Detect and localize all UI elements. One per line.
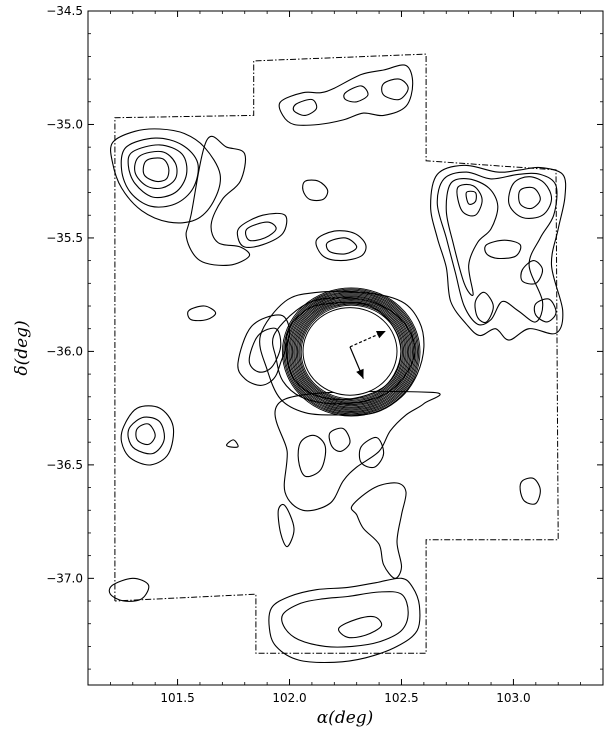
contour-ne-mid-2	[520, 260, 544, 285]
contour-mid-w-1	[236, 212, 288, 248]
contour-ne-2	[436, 171, 558, 326]
contour-nw-4	[134, 150, 178, 190]
x-tick-label: 102.5	[384, 691, 418, 705]
contour-ne-5	[465, 190, 477, 205]
contours-group	[108, 64, 567, 664]
contour-south-link	[277, 503, 295, 548]
contour-ne-4	[456, 183, 483, 217]
y-tick-label: −37.0	[46, 571, 83, 585]
contour-n-blob-4	[381, 78, 409, 101]
contour-s-blob-3	[328, 427, 351, 452]
center-ring-4	[295, 300, 407, 404]
y-tick-label: −36.5	[46, 458, 83, 472]
y-tick-label: −34.5	[46, 4, 83, 18]
contour-center-w-lobe	[237, 314, 291, 386]
contour-ne-outer	[430, 164, 567, 341]
center-ring-9	[289, 294, 413, 410]
center-ring-10	[288, 293, 415, 411]
contour-ne-3	[445, 178, 499, 296]
center-ring-1	[299, 303, 403, 401]
contour-south-arc-outer	[268, 577, 421, 664]
contour-ne-right-1	[508, 176, 553, 219]
contour-sw-blob-2	[127, 416, 165, 455]
contour-s-blob-1	[297, 434, 327, 478]
x-tick-label: 101.5	[160, 691, 194, 705]
center-hole	[302, 307, 398, 396]
survey-boundary	[114, 53, 559, 654]
x-tick-label: 103.0	[496, 691, 530, 705]
center-ring-7	[291, 296, 411, 408]
x-tick-label: 102.0	[272, 691, 306, 705]
contour-e-small	[519, 477, 541, 505]
contour-south-link-2	[350, 482, 407, 579]
contour-nw-3	[127, 144, 188, 199]
contour-s-blob-2	[358, 436, 385, 469]
ticks-group: 101.5 102.0 102.5 103.0 −34.5 −35.0 −35.5 −36.0…	[46, 4, 604, 705]
contour-n-blob-2	[292, 98, 318, 116]
survey-boundary-group	[114, 53, 559, 654]
center-ring-12	[285, 290, 417, 414]
center-group	[281, 287, 421, 417]
center-ring-6	[293, 297, 410, 407]
center-ring-2	[298, 302, 405, 402]
y-tick-label: −35.0	[46, 117, 83, 131]
contour-n-blob-1	[278, 64, 414, 126]
contour-small-dot	[226, 439, 239, 448]
contour-ne-low-2	[533, 298, 557, 323]
contour-small-w	[187, 305, 217, 322]
contour-mid-blob-2	[325, 237, 358, 255]
center-ring-8	[290, 295, 412, 409]
y-axis-label: δ(deg)	[12, 320, 32, 375]
contour-nw-1	[110, 128, 221, 224]
contour-center-2	[272, 297, 416, 405]
center-ring-14	[283, 288, 420, 416]
contour-nw-5	[142, 157, 170, 183]
contour-south-arc-3	[338, 615, 383, 639]
center-ring-13	[284, 289, 418, 415]
x-axis-label: α(deg)	[317, 708, 374, 728]
contour-n-blob-3	[343, 85, 369, 103]
center-ring-3	[296, 301, 406, 403]
contour-small-n	[302, 179, 329, 202]
contour-nw-outer	[185, 135, 251, 266]
contour-sw-blob-1	[120, 405, 175, 466]
contour-center-w-lobe-2	[248, 327, 282, 373]
center-ring-11	[286, 292, 416, 412]
contour-mid-blob-1	[315, 230, 367, 262]
contour-ne-right-2	[518, 186, 541, 210]
arrow-proper-motion-head	[356, 368, 364, 379]
y-tick-label: −35.5	[46, 231, 83, 245]
y-tick-label: −36.0	[46, 344, 83, 358]
arrow-direction-head	[376, 331, 386, 339]
contour-south-arc-2	[281, 591, 409, 648]
contour-south-tail	[274, 390, 441, 512]
center-ring-5	[294, 298, 408, 406]
center-ring-15	[281, 287, 421, 417]
contour-mid-w-2	[245, 221, 277, 242]
contour-ne-low-1	[474, 291, 494, 324]
contour-nw-2	[120, 137, 199, 208]
contour-ne-mid	[484, 239, 522, 260]
contour-sw-small	[108, 577, 150, 602]
contour-sw-blob-3	[135, 423, 156, 446]
center-ring-0	[300, 304, 402, 400]
